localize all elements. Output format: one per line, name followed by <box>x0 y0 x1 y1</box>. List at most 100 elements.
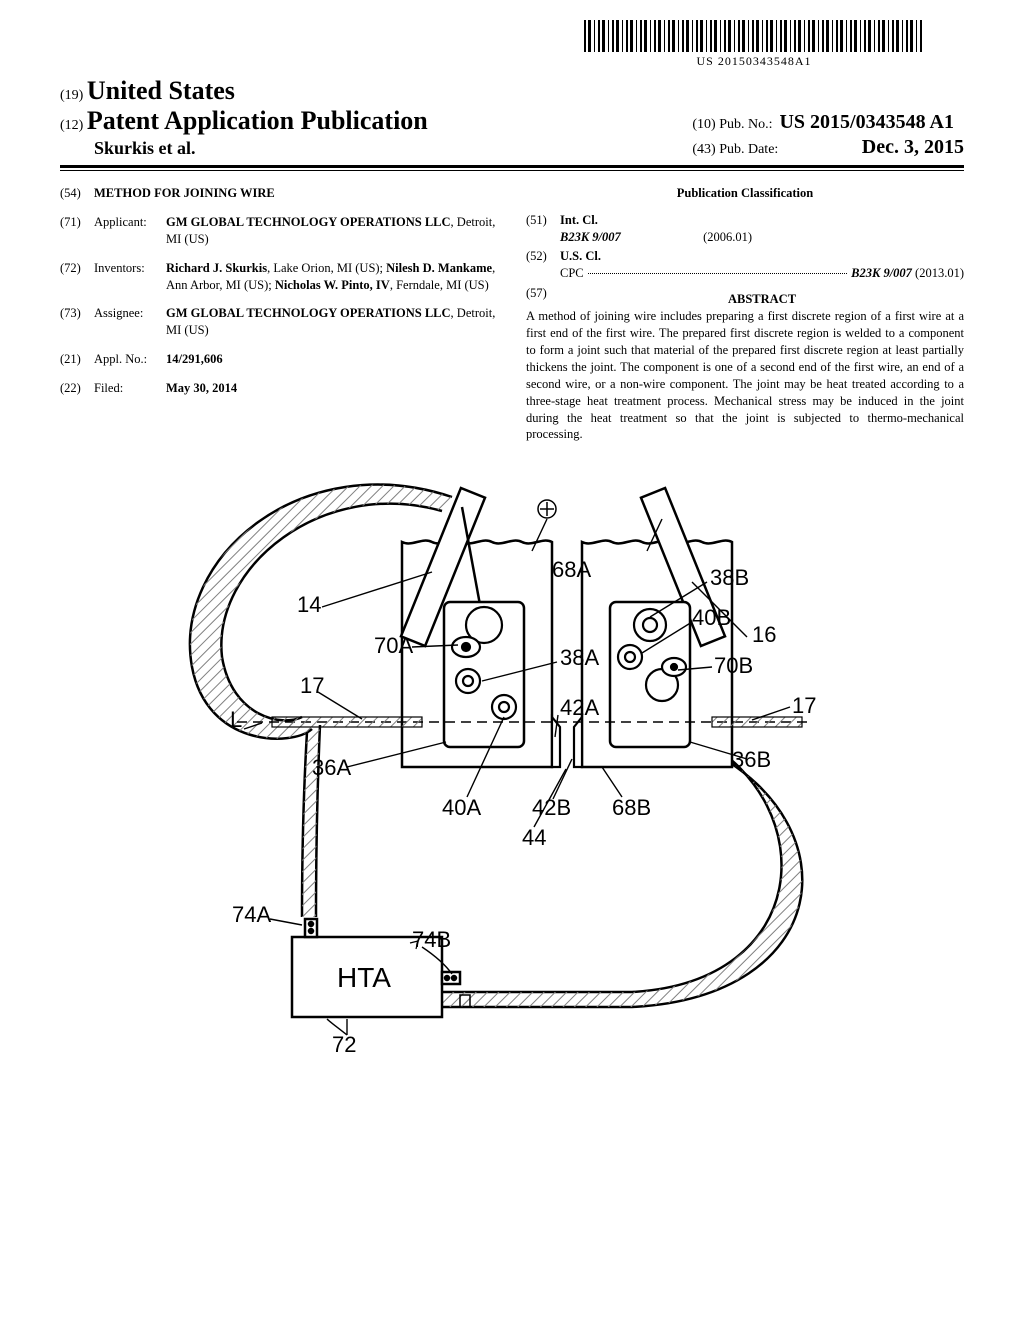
code-71: (71) <box>60 214 94 248</box>
barcode: US 20150343548A1 <box>584 20 924 69</box>
assignee-name: GM GLOBAL TECHNOLOGY OPERATIONS LLC <box>166 306 451 320</box>
field-54: (54) METHOD FOR JOINING WIRE <box>60 185 498 202</box>
pub-date-label: Pub. Date: <box>719 142 778 157</box>
field-72: (72) Inventors: Richard J. Skurkis, Lake… <box>60 260 498 294</box>
pub-date-value: Dec. 3, 2015 <box>862 136 964 158</box>
label-38B: 38B <box>710 565 749 590</box>
cpc-dots <box>588 273 848 274</box>
filed-value: May 30, 2014 <box>166 381 237 395</box>
code-22: (22) <box>60 380 94 397</box>
field-73: (73) Assignee: GM GLOBAL TECHNOLOGY OPER… <box>60 305 498 339</box>
label-assignee: Assignee: <box>94 305 166 339</box>
rule-heavy <box>60 165 964 168</box>
applicant-body: GM GLOBAL TECHNOLOGY OPERATIONS LLC, Det… <box>166 214 498 248</box>
field-22: (22) Filed: May 30, 2014 <box>60 380 498 397</box>
pub-no-line: (10) Pub. No.: US 2015/0343548 A1 <box>692 111 964 134</box>
label-42A: 42A <box>560 695 599 720</box>
header-block: (19) United States (12) Patent Applicati… <box>60 76 964 159</box>
code-52: (52) <box>526 248 560 282</box>
label-44: 44 <box>522 825 546 850</box>
rule-thin <box>60 170 964 171</box>
code-57: (57) <box>526 285 560 308</box>
uscl-label: U.S. Cl. <box>560 249 601 263</box>
header-left: (19) United States (12) Patent Applicati… <box>60 76 428 159</box>
label-17a: 17 <box>300 673 324 698</box>
country-line: (19) United States <box>60 76 428 106</box>
right-column: Publication Classification (51) Int. Cl.… <box>526 185 964 443</box>
field-71: (71) Applicant: GM GLOBAL TECHNOLOGY OPE… <box>60 214 498 248</box>
label-HTA: HTA <box>337 962 391 993</box>
assignee-body: GM GLOBAL TECHNOLOGY OPERATIONS LLC, Det… <box>166 305 498 339</box>
label-70A: 70A <box>374 633 413 658</box>
code-12: (12) <box>60 118 83 133</box>
code-73: (73) <box>60 305 94 339</box>
intcl-year: (2006.01) <box>703 230 752 244</box>
code-19: (19) <box>60 88 83 103</box>
abstract-title: ABSTRACT <box>560 291 964 308</box>
authors-header: Skurkis et al. <box>94 138 428 159</box>
pub-no-value: US 2015/0343548 A1 <box>779 111 953 133</box>
code-51: (51) <box>526 212 560 246</box>
label-74A: 74A <box>232 902 271 927</box>
field-52: (52) U.S. Cl. CPC B23K 9/007 (2013.01) <box>526 248 964 282</box>
filed-body: May 30, 2014 <box>166 380 498 397</box>
cpc-value: B23K 9/007 (2013.01) <box>851 265 964 282</box>
label-68B: 68B <box>612 795 651 820</box>
pub-date-line: (43) Pub. Date: Dec. 3, 2015 <box>692 136 964 159</box>
label-17b: 17 <box>792 693 816 718</box>
code-72: (72) <box>60 260 94 294</box>
connector-74b-hatch <box>460 995 470 1007</box>
cpc-label: CPC <box>560 265 584 282</box>
publication-classification-title: Publication Classification <box>526 185 964 202</box>
bibliographic-columns: (54) METHOD FOR JOINING WIRE (71) Applic… <box>60 185 964 443</box>
label-38A: 38A <box>560 645 599 670</box>
applno-body: 14/291,606 <box>166 351 498 368</box>
label-L: L <box>230 707 242 732</box>
label-16: 16 <box>752 622 776 647</box>
label-40A: 40A <box>442 795 481 820</box>
figure-wrap: 14 16 17 17 36A 36B 38A 38B 40A 40B 42A … <box>60 467 964 1092</box>
left-column: (54) METHOD FOR JOINING WIRE (71) Applic… <box>60 185 498 443</box>
label-applicant: Applicant: <box>94 214 166 248</box>
abstract-text: A method of joining wire includes prepar… <box>526 308 964 443</box>
field-51: (51) Int. Cl. B23K 9/007 (2006.01) <box>526 212 964 246</box>
code-54: (54) <box>60 185 94 202</box>
invention-title: METHOD FOR JOINING WIRE <box>94 185 498 202</box>
uscl-body: U.S. Cl. CPC B23K 9/007 (2013.01) <box>560 248 964 282</box>
header-right: (10) Pub. No.: US 2015/0343548 A1 (43) P… <box>692 111 964 159</box>
label-42B: 42B <box>532 795 571 820</box>
code-21: (21) <box>60 351 94 368</box>
pub-no-label: Pub. No.: <box>719 117 772 132</box>
intcl-label: Int. Cl. <box>560 213 598 227</box>
intcl-class: B23K 9/007 <box>560 230 621 244</box>
country-name: United States <box>87 76 235 105</box>
label-70B: 70B <box>714 653 753 678</box>
publication-type: Patent Application Publication <box>87 106 428 135</box>
label-40B: 40B <box>692 605 731 630</box>
abstract-block: (57) ABSTRACT A method of joining wire i… <box>526 285 964 443</box>
barcode-area: US 20150343548A1 <box>60 20 964 70</box>
label-68A: 68A <box>552 557 591 582</box>
label-inventors: Inventors: <box>94 260 166 294</box>
applicant-name: GM GLOBAL TECHNOLOGY OPERATIONS LLC <box>166 215 451 229</box>
label-filed: Filed: <box>94 380 166 397</box>
patent-figure: 14 16 17 17 36A 36B 38A 38B 40A 40B 42A … <box>152 467 872 1087</box>
intcl-body: Int. Cl. B23K 9/007 (2006.01) <box>560 212 964 246</box>
label-36B: 36B <box>732 747 771 772</box>
cpc-class: B23K 9/007 <box>851 266 912 280</box>
barcode-text: US 20150343548A1 <box>584 54 924 69</box>
cpc-year: (2013.01) <box>915 266 964 280</box>
label-74B: 74B <box>412 927 451 952</box>
pub-type-line: (12) Patent Application Publication <box>60 106 428 136</box>
inventors-body: Richard J. Skurkis, Lake Orion, MI (US);… <box>166 260 498 294</box>
label-72: 72 <box>332 1032 356 1057</box>
applno-value: 14/291,606 <box>166 352 223 366</box>
field-21: (21) Appl. No.: 14/291,606 <box>60 351 498 368</box>
code-43: (43) <box>692 142 715 157</box>
cpc-line: CPC B23K 9/007 (2013.01) <box>560 265 964 282</box>
barcode-lines <box>584 20 924 52</box>
label-36A: 36A <box>312 755 351 780</box>
label-applno: Appl. No.: <box>94 351 166 368</box>
patent-page: US 20150343548A1 (19) United States (12)… <box>0 0 1024 1132</box>
label-14: 14 <box>297 592 321 617</box>
